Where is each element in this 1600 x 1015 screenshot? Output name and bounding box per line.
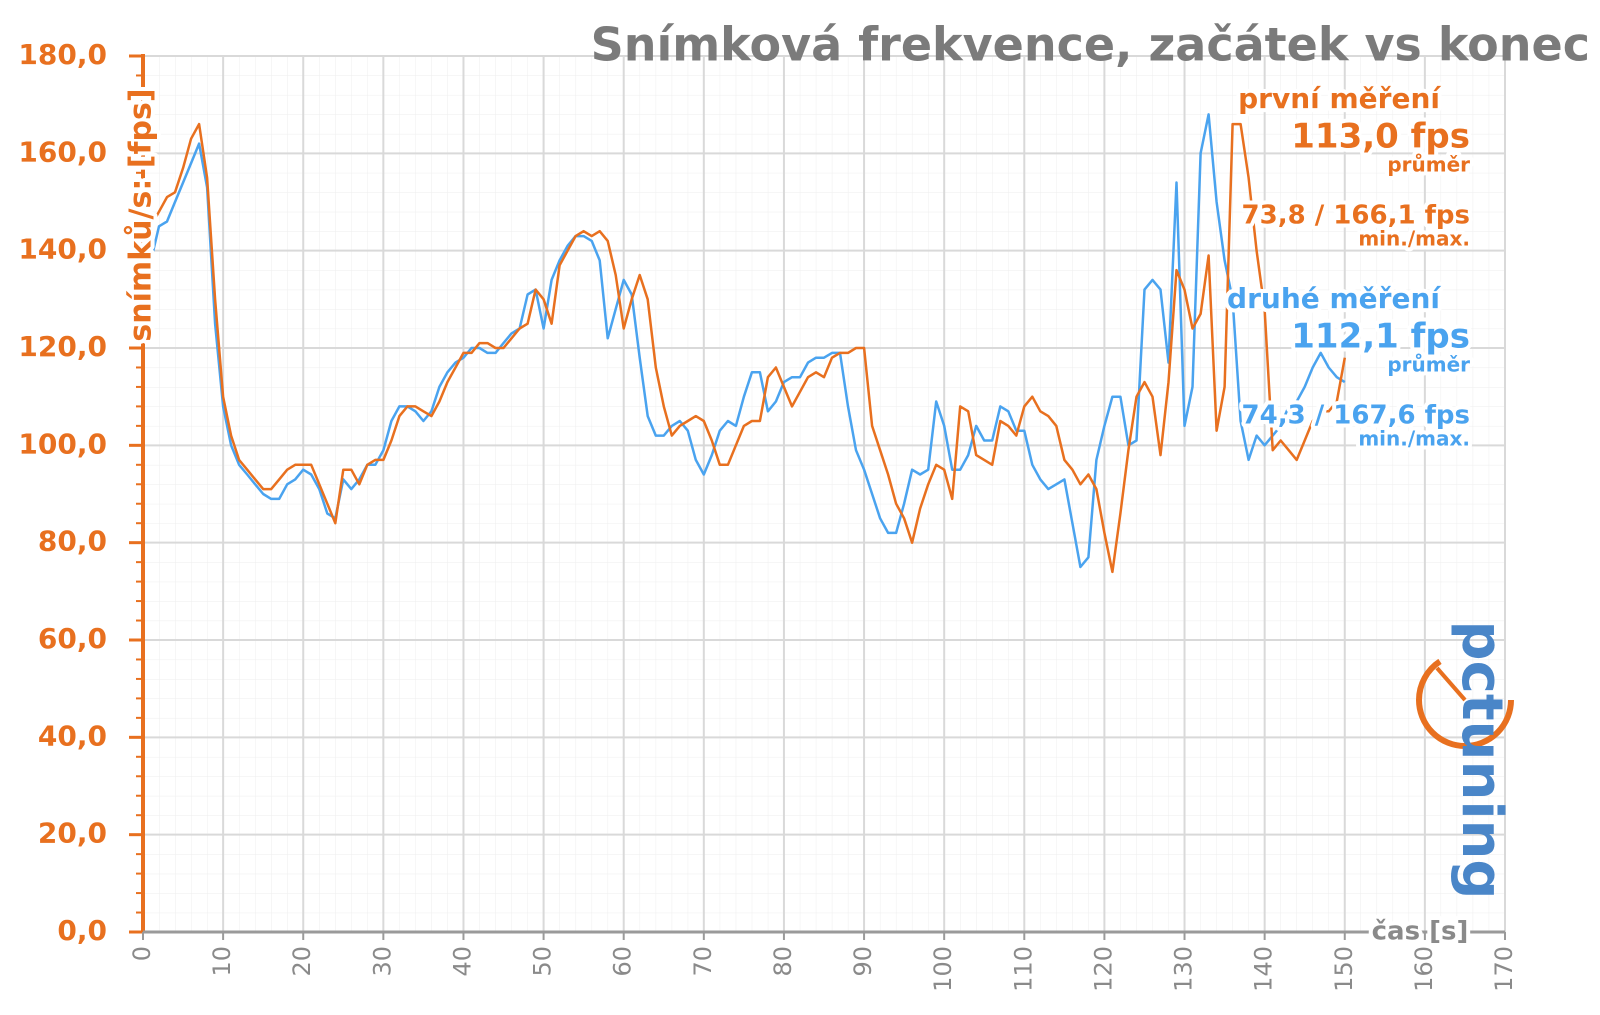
legend-average: 113,0 fps — [1291, 117, 1470, 157]
grid — [142, 55, 1506, 933]
x-tick-label: 40 — [448, 946, 476, 977]
x-tick-label: 70 — [689, 946, 717, 977]
logo: pctuning — [1416, 621, 1514, 900]
y-tick-label: 160,0 — [18, 135, 107, 168]
legend-minmax-label: min./max. — [1358, 227, 1470, 251]
y-tick-label: 180,0 — [18, 38, 107, 71]
y-tick-label: 60,0 — [38, 622, 107, 655]
axes: 0,0 20,0 40,0 60,0 80,0 100,0 120,0 140,0 160,0 1… — [18, 38, 1518, 992]
x-tick-label: 100 — [929, 946, 957, 992]
lines — [141, 113, 1347, 574]
legend-average-label: průměr — [1387, 153, 1470, 177]
x-tick-label: 60 — [609, 946, 637, 977]
legend-minmax: 74,3 / 167,6 fps — [1242, 401, 1470, 431]
minor-grid — [143, 56, 1505, 932]
x-tick-label: 150 — [1330, 946, 1358, 992]
y-tick-label: 120,0 — [18, 330, 107, 363]
legend-average: 112,1 fps — [1291, 317, 1470, 357]
x-tick-label: 110 — [1009, 946, 1037, 992]
logo-needle — [1435, 666, 1467, 702]
legend-name: druhé měření — [1227, 282, 1441, 315]
x-tick-label: 120 — [1089, 946, 1117, 992]
y-tick-label: 80,0 — [38, 525, 107, 558]
y-tick-label: 140,0 — [18, 233, 107, 266]
logo-text: pctuning — [1449, 621, 1514, 900]
logo-ring — [1416, 651, 1514, 749]
chart-title: Snímková frekvence, začátek vs konec — [591, 18, 1590, 72]
legend-minmax-label: min./max. — [1358, 427, 1470, 451]
series-line — [141, 122, 1347, 574]
x-axis-label: čas [s] — [1372, 917, 1469, 947]
series-line — [141, 113, 1346, 569]
legend-minmax: 73,8 / 166,1 fps — [1242, 201, 1470, 231]
y-axis-label: snímků/s: [fps] — [123, 88, 159, 341]
legend-average-label: průměr — [1387, 353, 1470, 377]
x-tick-label: 30 — [368, 946, 396, 977]
y-tick-label: 100,0 — [18, 427, 107, 460]
y-tick-label: 40,0 — [38, 719, 107, 752]
x-tick-label: 0 — [128, 946, 156, 961]
x-tick-label: 10 — [208, 946, 236, 977]
x-tick-label: 20 — [288, 946, 316, 977]
x-tick-label: 170 — [1490, 946, 1518, 992]
y-tick-label: 20,0 — [38, 817, 107, 850]
x-tick-label: 80 — [769, 946, 797, 977]
x-tick-label: 90 — [849, 946, 877, 977]
x-tick-label: 140 — [1250, 946, 1278, 992]
y-tick-label: 0,0 — [57, 914, 107, 947]
x-tick-label: 130 — [1170, 946, 1198, 992]
x-tick-label: 50 — [529, 946, 557, 977]
x-tick-label: 160 — [1410, 946, 1438, 992]
legend-name: první měření — [1238, 82, 1441, 115]
